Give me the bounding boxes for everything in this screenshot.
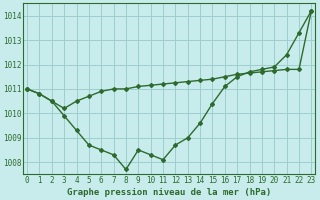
X-axis label: Graphe pression niveau de la mer (hPa): Graphe pression niveau de la mer (hPa)	[67, 188, 271, 197]
